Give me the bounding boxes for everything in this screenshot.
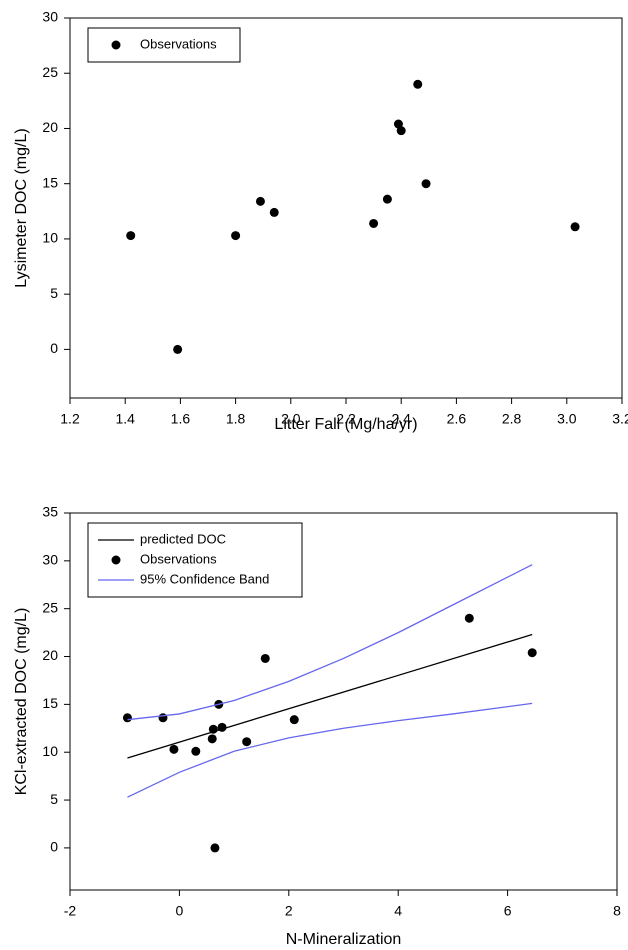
legend-marker: [111, 555, 121, 565]
data-point: [255, 196, 265, 206]
chart: -2 0 2 4 6 8 0 5 10 15 20 25 30 35 N-Mineralization KCl…: [13, 504, 621, 949]
y-tick-label: 20: [42, 119, 58, 135]
y-tick-label: 30: [42, 552, 58, 568]
data-point: [158, 713, 168, 723]
x-tick-label: 2.2: [336, 411, 356, 427]
data-point: [208, 724, 218, 734]
x-tick-label: 2.8: [502, 411, 522, 427]
data-point: [126, 231, 136, 241]
data-point: [396, 126, 406, 136]
x-tick-label: 1.2: [60, 411, 80, 427]
x-tick-label: 3.0: [557, 411, 577, 427]
data-point: [382, 194, 392, 204]
fit-line: [127, 633, 533, 759]
x-tick-label: 6: [504, 903, 512, 919]
x-axis-title: Litter Fall (Mg/ha/yr): [274, 416, 417, 433]
data-point: [169, 744, 179, 754]
y-tick-label: 35: [42, 504, 58, 520]
y-tick-label: 10: [42, 230, 58, 246]
legend-label: 95% Confidence Band: [140, 571, 269, 586]
chart: 1.2 1.4 1.6 1.8 2.0 2.2 2.4 2.6 2.8 3.0 3.2 0 5 10 15 2…: [13, 9, 628, 434]
data-point: [289, 715, 299, 725]
data-point: [207, 734, 217, 744]
x-tick-label: 8: [613, 903, 621, 919]
x-tick-label: 2.0: [281, 411, 301, 427]
y-tick-label: 25: [42, 64, 58, 80]
y-axis-title: KCl-extracted DOC (mg/L): [13, 608, 30, 796]
x-tick-label: 0: [176, 903, 184, 919]
y-tick-label: 5: [50, 285, 58, 301]
x-tick-label: 2: [285, 903, 293, 919]
x-tick-label: 1.6: [171, 411, 191, 427]
data-point: [191, 746, 201, 756]
y-tick-label: 15: [42, 695, 58, 711]
data-point: [217, 722, 227, 732]
y-tick-label: 0: [50, 839, 58, 855]
data-point: [231, 231, 241, 241]
y-tick-label: 20: [42, 647, 58, 663]
band-upper: [127, 564, 533, 721]
plot-frame: [69, 17, 623, 399]
data-point: [413, 79, 423, 89]
x-tick-label: 2.4: [391, 411, 411, 427]
legend-label: predicted DOC: [140, 531, 226, 546]
data-point: [369, 218, 379, 228]
data-point: [173, 344, 183, 354]
y-tick-label: 25: [42, 599, 58, 615]
legend-label: Observations: [140, 36, 217, 51]
x-tick-label: 1.8: [226, 411, 246, 427]
data-point: [421, 179, 431, 189]
data-point: [210, 843, 220, 853]
x-tick-label: -2: [64, 903, 77, 919]
x-axis-title: N-Mineralization: [286, 931, 402, 948]
x-tick-label: 3.2: [612, 411, 628, 427]
data-point: [527, 648, 537, 658]
y-axis-title: Lysimeter DOC (mg/L): [13, 128, 30, 287]
x-tick-label: 1.4: [115, 411, 135, 427]
y-tick-label: 15: [42, 174, 58, 190]
legend-marker: [111, 40, 121, 50]
legend-label: Observations: [140, 551, 217, 566]
data-point: [570, 222, 580, 232]
data-point: [269, 207, 279, 217]
y-tick-label: 0: [50, 340, 58, 356]
y-tick-label: 5: [50, 791, 58, 807]
plot-frame: [69, 512, 618, 891]
legend: predicted DOC Observations 95% Confidence …: [87, 522, 303, 598]
x-tick-label: 2.6: [447, 411, 467, 427]
band-lower: [127, 702, 533, 798]
legend-box: [87, 522, 303, 598]
y-tick-label: 10: [42, 743, 58, 759]
data-point: [242, 737, 252, 747]
data-point: [122, 713, 132, 723]
data-point: [260, 653, 270, 663]
x-tick-label: 4: [394, 903, 402, 919]
data-point: [464, 613, 474, 623]
y-tick-label: 30: [42, 9, 58, 25]
legend: Observations: [87, 27, 241, 63]
